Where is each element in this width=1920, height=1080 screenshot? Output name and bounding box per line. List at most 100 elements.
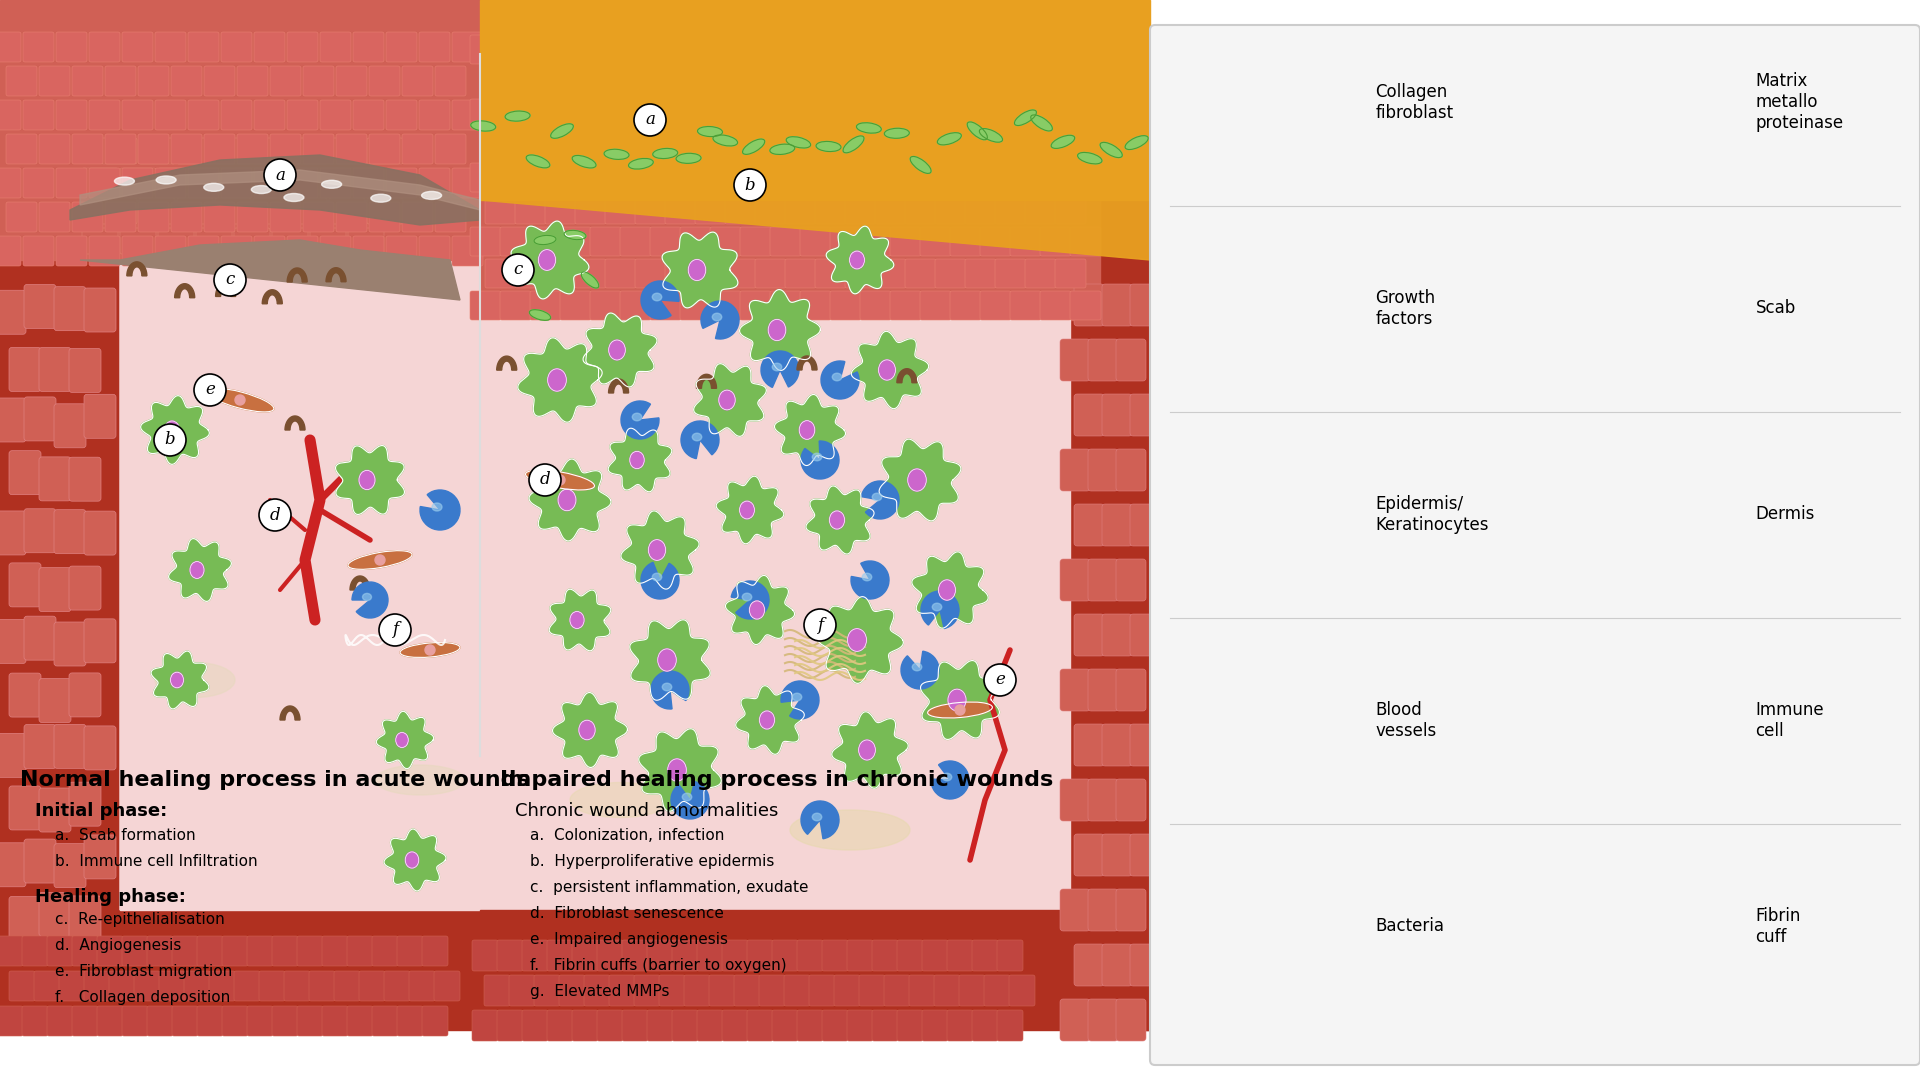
- FancyBboxPatch shape: [1010, 975, 1035, 1005]
- FancyBboxPatch shape: [710, 35, 741, 64]
- FancyBboxPatch shape: [171, 66, 202, 96]
- Ellipse shape: [856, 123, 881, 133]
- Bar: [0, 750, 1094, 1080]
- FancyBboxPatch shape: [134, 971, 159, 1001]
- FancyBboxPatch shape: [860, 163, 891, 192]
- FancyBboxPatch shape: [722, 940, 749, 971]
- FancyBboxPatch shape: [54, 404, 86, 448]
- Circle shape: [1619, 80, 1663, 124]
- Ellipse shape: [171, 672, 184, 688]
- FancyBboxPatch shape: [770, 227, 801, 256]
- Text: c: c: [513, 261, 522, 279]
- Circle shape: [213, 264, 246, 296]
- FancyBboxPatch shape: [589, 291, 620, 320]
- FancyBboxPatch shape: [470, 227, 501, 256]
- FancyBboxPatch shape: [1054, 67, 1087, 96]
- Polygon shape: [152, 651, 209, 708]
- Text: b: b: [165, 432, 175, 448]
- Text: d: d: [540, 472, 551, 488]
- Polygon shape: [851, 332, 929, 408]
- FancyBboxPatch shape: [486, 259, 516, 288]
- Ellipse shape: [768, 320, 785, 340]
- FancyBboxPatch shape: [966, 195, 996, 224]
- Wedge shape: [922, 591, 958, 629]
- FancyBboxPatch shape: [1102, 834, 1133, 876]
- FancyBboxPatch shape: [98, 1005, 123, 1036]
- FancyBboxPatch shape: [386, 100, 417, 130]
- FancyBboxPatch shape: [966, 131, 996, 160]
- FancyBboxPatch shape: [904, 195, 937, 224]
- Ellipse shape: [165, 421, 179, 438]
- FancyBboxPatch shape: [472, 1010, 497, 1041]
- FancyBboxPatch shape: [722, 1010, 749, 1041]
- FancyBboxPatch shape: [545, 67, 576, 96]
- Ellipse shape: [1077, 152, 1102, 164]
- FancyBboxPatch shape: [184, 971, 209, 1001]
- FancyBboxPatch shape: [46, 1005, 73, 1036]
- Ellipse shape: [609, 340, 626, 360]
- FancyBboxPatch shape: [739, 227, 772, 256]
- Ellipse shape: [564, 230, 586, 240]
- FancyBboxPatch shape: [451, 168, 484, 198]
- Bar: [1227, 496, 1296, 532]
- FancyBboxPatch shape: [6, 134, 36, 164]
- Polygon shape: [826, 226, 895, 294]
- FancyBboxPatch shape: [73, 66, 104, 96]
- Ellipse shape: [712, 313, 722, 321]
- FancyBboxPatch shape: [1060, 559, 1091, 600]
- Polygon shape: [497, 356, 516, 370]
- FancyBboxPatch shape: [159, 971, 184, 1001]
- FancyBboxPatch shape: [530, 99, 561, 129]
- Ellipse shape: [937, 133, 962, 145]
- FancyBboxPatch shape: [609, 975, 636, 1005]
- Wedge shape: [732, 581, 770, 619]
- FancyBboxPatch shape: [177, 138, 213, 164]
- FancyBboxPatch shape: [0, 842, 27, 887]
- FancyBboxPatch shape: [286, 100, 319, 130]
- FancyBboxPatch shape: [309, 228, 346, 254]
- FancyBboxPatch shape: [739, 99, 772, 129]
- Ellipse shape: [653, 148, 678, 159]
- Wedge shape: [420, 490, 461, 530]
- FancyBboxPatch shape: [436, 202, 467, 232]
- FancyBboxPatch shape: [54, 843, 86, 888]
- FancyBboxPatch shape: [73, 202, 104, 232]
- FancyBboxPatch shape: [54, 510, 86, 554]
- FancyBboxPatch shape: [1131, 944, 1160, 986]
- FancyBboxPatch shape: [54, 286, 86, 330]
- FancyBboxPatch shape: [234, 228, 271, 254]
- FancyBboxPatch shape: [1116, 999, 1146, 1041]
- FancyBboxPatch shape: [83, 228, 117, 254]
- FancyBboxPatch shape: [605, 131, 636, 160]
- FancyBboxPatch shape: [772, 940, 799, 971]
- Polygon shape: [831, 712, 908, 788]
- FancyBboxPatch shape: [0, 620, 27, 663]
- FancyBboxPatch shape: [0, 32, 21, 62]
- FancyBboxPatch shape: [499, 99, 532, 129]
- Polygon shape: [1615, 692, 1668, 747]
- FancyBboxPatch shape: [920, 227, 950, 256]
- FancyBboxPatch shape: [860, 291, 891, 320]
- Circle shape: [424, 645, 436, 654]
- FancyBboxPatch shape: [38, 892, 71, 936]
- FancyBboxPatch shape: [334, 971, 361, 1001]
- Ellipse shape: [743, 139, 764, 154]
- FancyBboxPatch shape: [695, 259, 726, 288]
- FancyBboxPatch shape: [797, 1010, 824, 1041]
- FancyBboxPatch shape: [695, 131, 726, 160]
- FancyBboxPatch shape: [273, 1005, 298, 1036]
- Text: b: b: [745, 176, 755, 193]
- FancyBboxPatch shape: [872, 1010, 899, 1041]
- FancyBboxPatch shape: [1089, 999, 1117, 1041]
- FancyBboxPatch shape: [620, 163, 651, 192]
- FancyBboxPatch shape: [336, 202, 367, 232]
- FancyBboxPatch shape: [530, 227, 561, 256]
- Polygon shape: [518, 338, 603, 422]
- Ellipse shape: [653, 573, 662, 581]
- FancyBboxPatch shape: [419, 237, 449, 266]
- FancyBboxPatch shape: [23, 284, 56, 328]
- FancyBboxPatch shape: [1102, 944, 1133, 986]
- FancyBboxPatch shape: [589, 227, 620, 256]
- Ellipse shape: [816, 141, 841, 151]
- Wedge shape: [651, 671, 689, 708]
